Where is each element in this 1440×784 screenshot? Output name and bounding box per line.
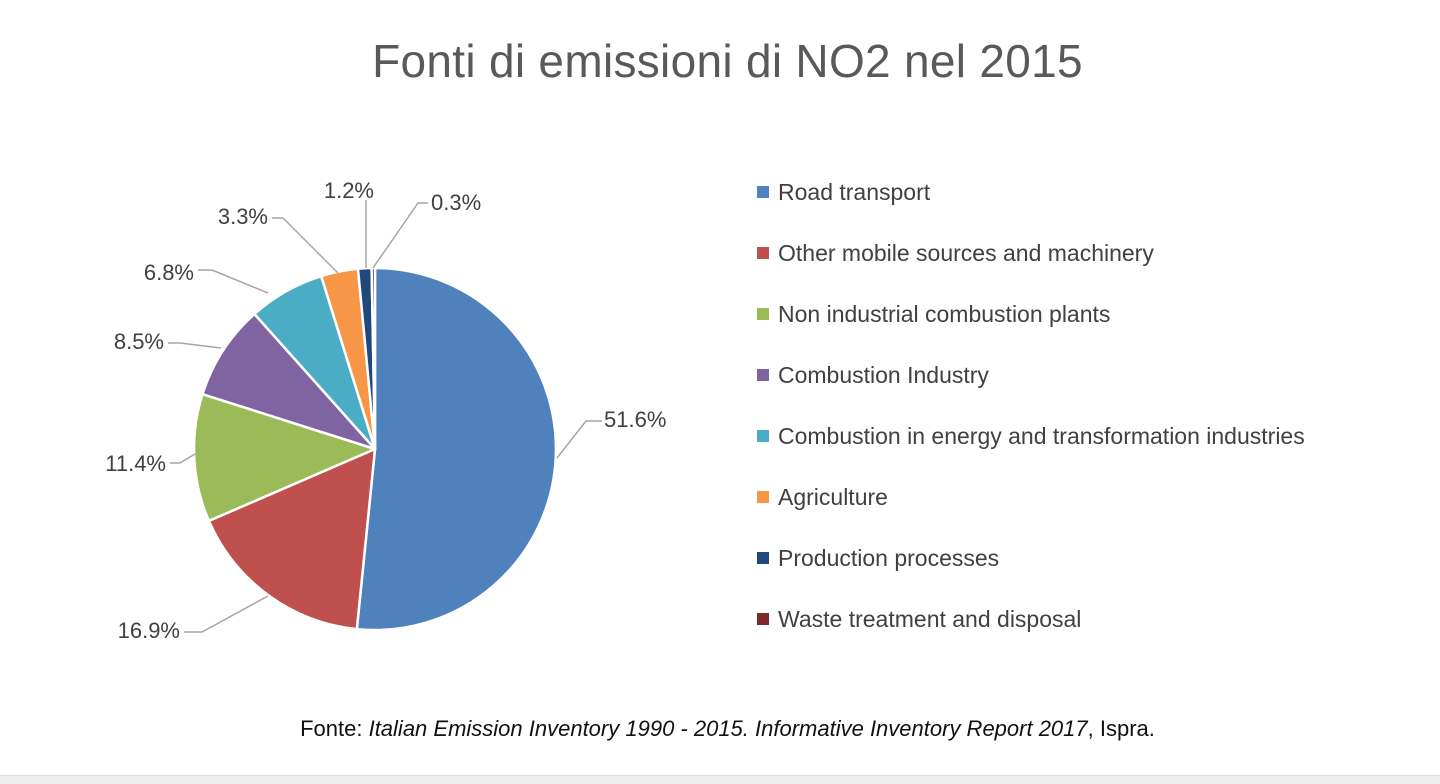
pie-slice-non-industrial-combustion-plants — [192, 392, 377, 523]
legend-swatch — [757, 186, 769, 198]
pie-slice-other-mobile-sources-and-machinery — [207, 447, 377, 631]
data-label: 8.5% — [114, 329, 164, 354]
source-note: Fonte: Italian Emission Inventory 1990 -… — [0, 716, 1440, 742]
leader-line — [170, 453, 196, 464]
legend-label: Agriculture — [778, 483, 888, 510]
pie-chart: 51.6% 16.9% 11.4% 8.5% 6.8% 3.3% 1.2% 0.3% — [105, 178, 666, 643]
data-label: 51.6% — [604, 407, 666, 432]
data-label: 3.3% — [218, 204, 268, 229]
legend-swatch — [757, 552, 769, 564]
legend-item: Road transport — [757, 174, 930, 210]
leader-line — [198, 269, 269, 294]
leader-line — [184, 595, 269, 633]
source-prefix: Fonte: — [300, 716, 369, 741]
legend-label: Other mobile sources and machinery — [778, 239, 1154, 266]
legend-swatch — [757, 491, 769, 503]
chart-title: Fonti di emissioni di NO2 nel 2015 — [372, 35, 1083, 87]
data-label: 1.2% — [324, 178, 374, 203]
data-label: 11.4% — [105, 451, 166, 476]
legend-swatch — [757, 430, 769, 442]
legend-label: Production processes — [778, 544, 1000, 571]
legend-label: Waste treatment and disposal — [778, 605, 1082, 632]
legend-label: Combustion in energy and transformation … — [778, 422, 1305, 449]
legend-item: Non industrial combustion plants — [757, 296, 1110, 332]
legend-item: Other mobile sources and machinery — [757, 235, 1154, 271]
source-suffix: , Ispra. — [1087, 716, 1155, 741]
legend-swatch — [757, 613, 769, 625]
legend-swatch — [757, 308, 769, 320]
legend-item: Production processes — [757, 540, 999, 576]
data-labels: 51.6% 16.9% 11.4% 8.5% 6.8% 3.3% 1.2% 0.3% — [105, 178, 666, 643]
data-label: 16.9% — [118, 618, 180, 643]
pie-slices — [192, 266, 558, 632]
legend-swatch — [757, 247, 769, 259]
bottom-divider — [0, 775, 1440, 784]
pie-slice-combustion-industry — [201, 312, 377, 451]
pie-slice-road-transport — [355, 266, 558, 632]
leader-line — [168, 342, 222, 349]
data-label: 0.3% — [431, 190, 481, 215]
data-label: 6.8% — [144, 260, 194, 285]
legend-item: Combustion in energy and transformation … — [757, 418, 1305, 454]
legend-label: Non industrial combustion plants — [778, 300, 1111, 327]
legend-item: Waste treatment and disposal — [757, 601, 1081, 637]
leader-line — [556, 420, 602, 459]
legend-label: Combustion Industry — [778, 361, 989, 388]
legend-item: Combustion Industry — [757, 357, 989, 393]
leader-line — [372, 202, 428, 269]
leader-line — [272, 217, 339, 274]
source-title: Italian Emission Inventory 1990 - 2015. … — [368, 716, 1088, 741]
legend-label: Road transport — [778, 178, 931, 205]
legend-item: Agriculture — [757, 479, 888, 515]
legend-swatch — [757, 369, 769, 381]
leader-lines — [168, 200, 602, 633]
